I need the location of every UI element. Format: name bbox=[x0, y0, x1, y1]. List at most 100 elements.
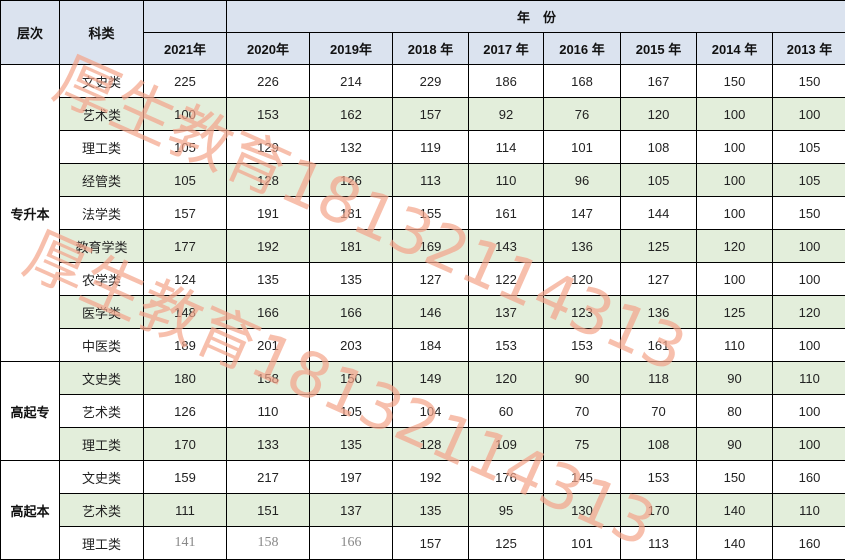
score-cell: 170 bbox=[144, 428, 227, 461]
level-cell: 专升本 bbox=[1, 65, 60, 362]
score-cell: 109 bbox=[469, 428, 544, 461]
score-cell: 105 bbox=[773, 164, 845, 197]
score-cell: 153 bbox=[469, 329, 544, 362]
year-header: 2016 年 bbox=[544, 33, 621, 65]
score-cell: 119 bbox=[393, 131, 469, 164]
level-cell: 高起本 bbox=[1, 461, 60, 560]
score-cell: 170 bbox=[621, 494, 697, 527]
score-cell: 128 bbox=[227, 164, 310, 197]
level-cell: 高起专 bbox=[1, 362, 60, 461]
level-header: 层次 bbox=[1, 1, 60, 65]
score-cell: 184 bbox=[393, 329, 469, 362]
score-cell: 147 bbox=[544, 197, 621, 230]
score-cell: 169 bbox=[393, 230, 469, 263]
score-cell: 181 bbox=[310, 197, 393, 230]
score-cell: 100 bbox=[697, 98, 773, 131]
score-cell: 100 bbox=[773, 98, 845, 131]
score-cell: 130 bbox=[544, 494, 621, 527]
score-cell: 146 bbox=[393, 296, 469, 329]
score-cell: 217 bbox=[227, 461, 310, 494]
score-cell: 113 bbox=[393, 164, 469, 197]
score-cell: 120 bbox=[773, 296, 845, 329]
score-cell: 157 bbox=[393, 98, 469, 131]
score-cell: 150 bbox=[773, 65, 845, 98]
score-cell: 181 bbox=[310, 230, 393, 263]
score-cell: 120 bbox=[469, 362, 544, 395]
score-cell: 158 bbox=[227, 527, 310, 560]
score-cell: 118 bbox=[621, 362, 697, 395]
category-cell: 文史类 bbox=[60, 362, 144, 395]
score-cell: 124 bbox=[144, 263, 227, 296]
score-cell: 225 bbox=[144, 65, 227, 98]
score-cell: 126 bbox=[144, 395, 227, 428]
score-cell: 126 bbox=[310, 164, 393, 197]
score-cell: 166 bbox=[310, 527, 393, 560]
score-cell: 92 bbox=[469, 98, 544, 131]
score-cell: 100 bbox=[773, 395, 845, 428]
score-cell: 166 bbox=[310, 296, 393, 329]
score-cell: 90 bbox=[697, 428, 773, 461]
score-cell: 90 bbox=[544, 362, 621, 395]
score-cell: 148 bbox=[144, 296, 227, 329]
score-cell: 140 bbox=[697, 527, 773, 560]
category-cell: 艺术类 bbox=[60, 98, 144, 131]
score-cell: 151 bbox=[227, 494, 310, 527]
score-cell: 144 bbox=[621, 197, 697, 230]
score-cell: 135 bbox=[310, 263, 393, 296]
score-cell: 197 bbox=[310, 461, 393, 494]
score-cell: 160 bbox=[773, 527, 845, 560]
score-cell: 135 bbox=[310, 428, 393, 461]
score-cell: 153 bbox=[227, 98, 310, 131]
score-cell: 150 bbox=[697, 461, 773, 494]
category-cell: 理工类 bbox=[60, 131, 144, 164]
score-cell: 141 bbox=[144, 527, 227, 560]
score-cell: 114 bbox=[469, 131, 544, 164]
category-cell: 理工类 bbox=[60, 428, 144, 461]
category-header: 科类 bbox=[60, 1, 144, 65]
score-cell: 120 bbox=[697, 230, 773, 263]
score-cell: 136 bbox=[544, 230, 621, 263]
score-cell: 101 bbox=[544, 527, 621, 560]
score-cell: 100 bbox=[773, 230, 845, 263]
score-cell: 201 bbox=[227, 329, 310, 362]
score-cell: 100 bbox=[773, 263, 845, 296]
category-cell: 艺术类 bbox=[60, 395, 144, 428]
score-cell: 203 bbox=[310, 329, 393, 362]
score-cell: 157 bbox=[144, 197, 227, 230]
category-cell: 理工类 bbox=[60, 527, 144, 560]
score-cell: 110 bbox=[697, 329, 773, 362]
year-header: 2013 年 bbox=[773, 33, 845, 65]
score-cell: 125 bbox=[697, 296, 773, 329]
score-cell: 110 bbox=[773, 362, 845, 395]
score-cell: 162 bbox=[310, 98, 393, 131]
year-header: 2017 年 bbox=[469, 33, 544, 65]
score-cell: 105 bbox=[310, 395, 393, 428]
score-cell: 100 bbox=[697, 164, 773, 197]
score-cell: 70 bbox=[544, 395, 621, 428]
score-cell: 127 bbox=[393, 263, 469, 296]
score-cell: 157 bbox=[393, 527, 469, 560]
year-group-header: 年 份 bbox=[227, 1, 845, 33]
score-cell: 125 bbox=[469, 527, 544, 560]
score-cell: 168 bbox=[544, 65, 621, 98]
category-cell: 法学类 bbox=[60, 197, 144, 230]
score-cell: 192 bbox=[393, 461, 469, 494]
score-cell: 159 bbox=[144, 461, 227, 494]
score-cell: 101 bbox=[544, 131, 621, 164]
score-cell: 189 bbox=[144, 329, 227, 362]
score-cell: 122 bbox=[469, 263, 544, 296]
score-cell: 133 bbox=[227, 428, 310, 461]
score-cell: 132 bbox=[310, 131, 393, 164]
score-cell: 128 bbox=[393, 428, 469, 461]
year-header: 2021年 bbox=[144, 33, 227, 65]
